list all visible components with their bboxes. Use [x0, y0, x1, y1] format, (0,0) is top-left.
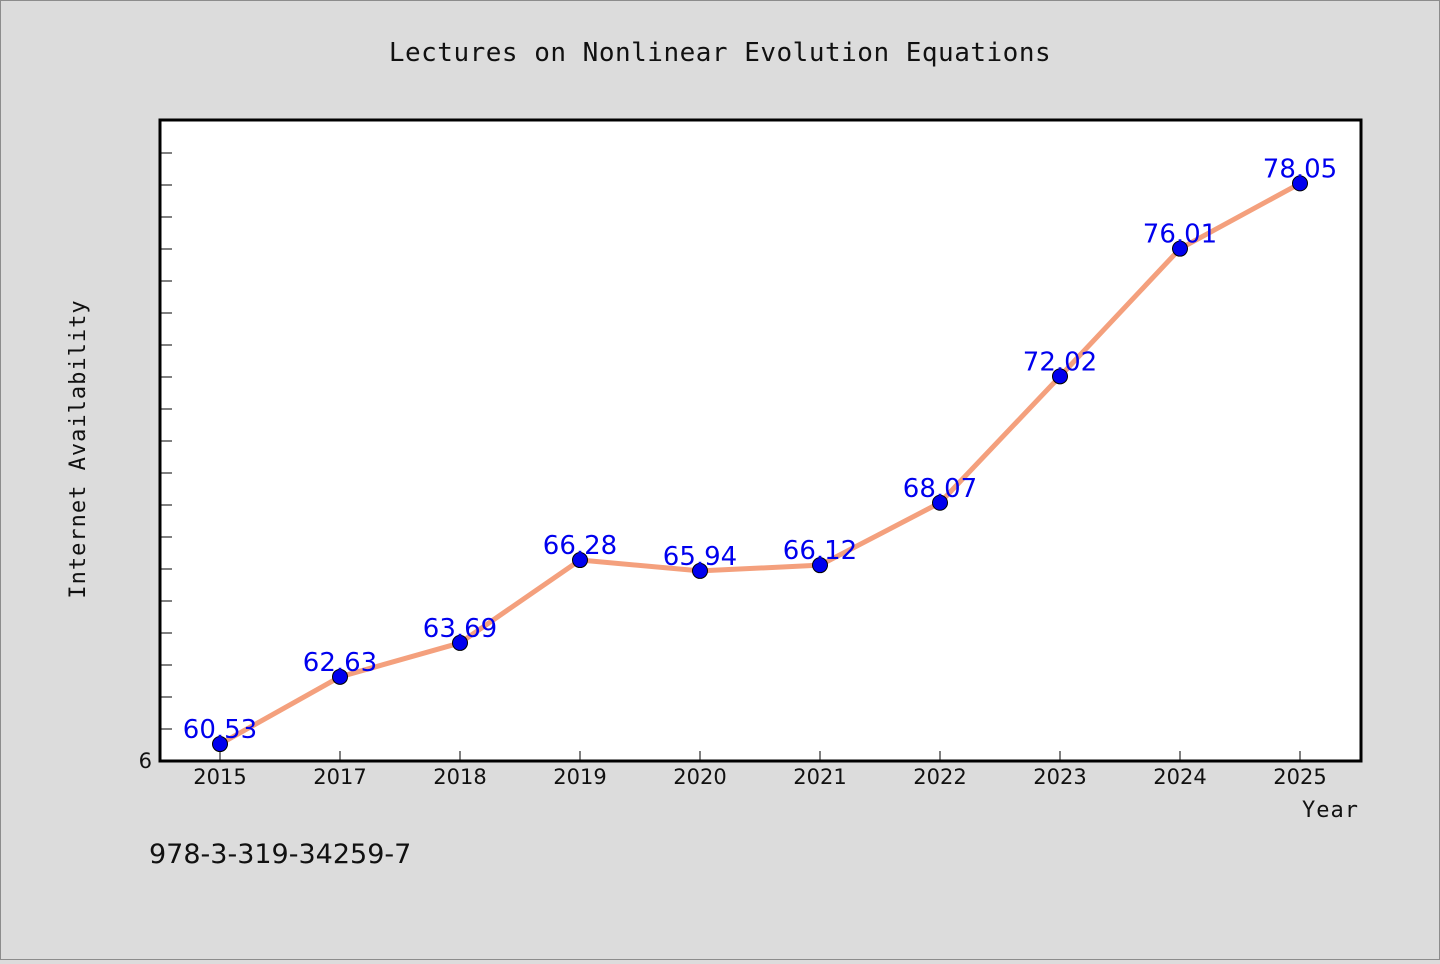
data-point [212, 736, 228, 753]
x-tick-label: 2018 [433, 765, 486, 789]
x-tick-label: 2023 [1033, 765, 1086, 789]
data-label: 76.01 [1143, 220, 1217, 250]
x-tick-label: 2020 [673, 765, 726, 789]
chart-title: Lectures on Nonlinear Evolution Equation… [389, 38, 1051, 68]
data-point [572, 552, 588, 569]
data-point [1172, 240, 1188, 257]
data-label: 60.53 [183, 715, 257, 745]
plot-area [158, 118, 1363, 763]
series-group: 60.53 62.63 63.69 66.28 65.94 66.12 68.07 72.02… [183, 154, 1337, 753]
isbn-text: 978-3-319-34259-7 [149, 839, 411, 870]
x-axis-title: Year [1302, 798, 1359, 823]
data-label: 66.28 [543, 531, 617, 561]
x-tick-label: 2024 [1153, 765, 1206, 789]
data-point [1052, 368, 1068, 385]
series-line [217, 180, 1303, 747]
x-tick-label: 2021 [793, 765, 846, 789]
x-tick-label: 2022 [913, 765, 966, 789]
x-tick-label: 2019 [553, 765, 606, 789]
data-label: 65.94 [663, 542, 737, 572]
data-label: 78.05 [1263, 154, 1337, 184]
data-point [812, 557, 828, 574]
data-point [932, 494, 948, 511]
y-axis-ticks [160, 152, 172, 730]
data-label: 66.12 [783, 536, 857, 566]
data-label: 63.69 [423, 614, 497, 644]
x-tick-label: 2017 [313, 765, 366, 789]
data-label: 72.02 [1023, 347, 1097, 377]
data-point [452, 634, 468, 651]
data-label: 62.63 [303, 648, 377, 678]
y-axis-title: Internet Availability [66, 299, 91, 598]
data-point [332, 668, 348, 685]
x-axis-ticks: 2015 2017 2018 2019 2020 2021 2022 2023 2024 2025 [193, 751, 1327, 789]
data-point [1292, 175, 1308, 192]
data-label: 68.07 [903, 474, 977, 504]
y-tick-label: 6 [139, 749, 152, 773]
data-point [692, 562, 708, 579]
x-tick-label: 2025 [1273, 765, 1326, 789]
x-tick-label: 2015 [193, 765, 246, 789]
